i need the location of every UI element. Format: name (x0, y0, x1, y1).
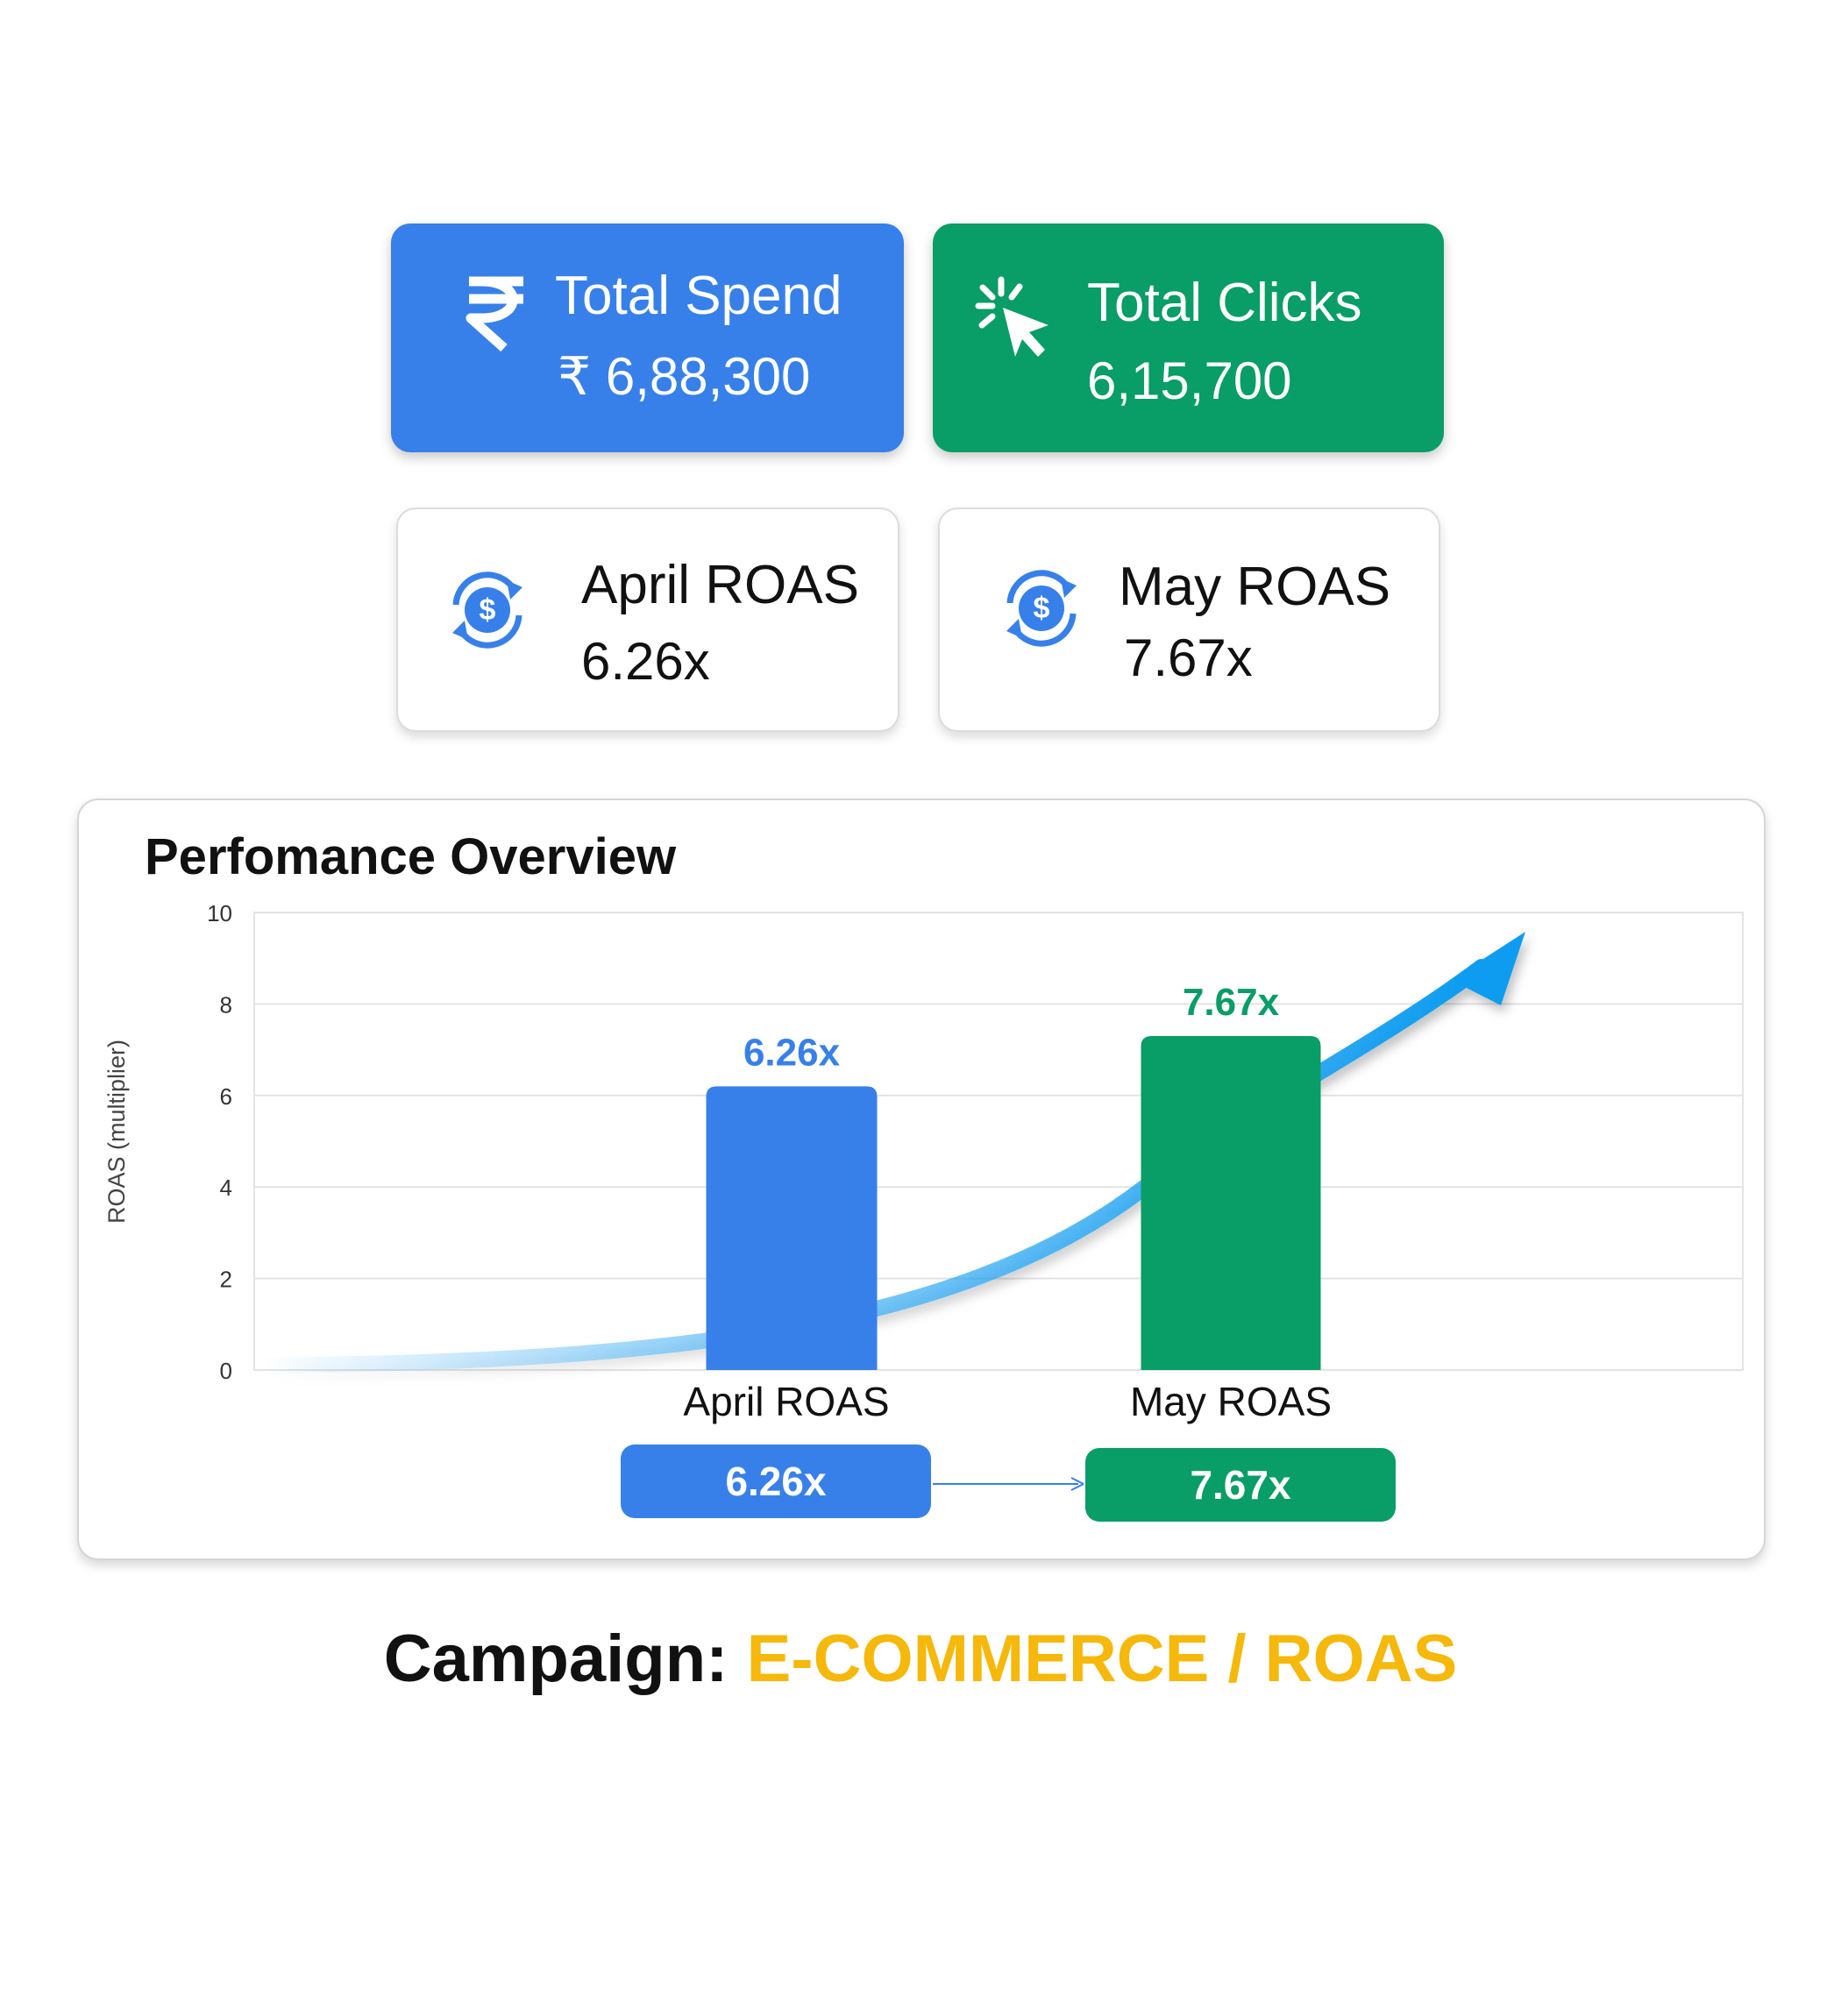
total-spend-card: Total Spend ₹ 6,88,300 (391, 224, 904, 452)
comparison-pills: 6.26x 7.67x (621, 1445, 1396, 1522)
plot-frame (253, 912, 1744, 1371)
bar-april (706, 1086, 878, 1370)
data-labels: 6.26x 7.67x (743, 981, 1280, 1074)
bar-may (1141, 1035, 1321, 1370)
x-label-may: May ROAS (1130, 1379, 1332, 1424)
x-axis-labels: April ROAS May ROAS (683, 1379, 1332, 1424)
svg-text:$: $ (480, 593, 496, 627)
april-roas-card: $ April ROAS 6.26x (396, 508, 899, 732)
total-spend-title: Total Spend (555, 266, 842, 326)
april-roas-value: 6.26x (581, 632, 710, 691)
y-tick-0: 0 (220, 1358, 232, 1384)
comparison-pill-april (621, 1445, 931, 1518)
performance-overview-panel: Perfomance Overview 0 2 4 6 8 10 ROAS (multip… (77, 799, 1766, 1560)
total-clicks-card: Total Clicks 6,15,700 (933, 224, 1444, 452)
total-clicks-title: Total Clicks (1087, 273, 1362, 333)
bar-value-label-april: 6.26x (743, 1031, 841, 1074)
total-clicks-value: 6,15,700 (1087, 351, 1292, 410)
comparison-pill-may (1085, 1448, 1396, 1522)
comparison-pill-value-may: 7.67x (1190, 1462, 1291, 1508)
dollar-cycle-icon: $ (1006, 570, 1077, 647)
bar-value-label-may: 7.67x (1183, 981, 1280, 1024)
trend-arrow-curve (255, 959, 1489, 1374)
dollar-cycle-icon: $ (452, 571, 522, 649)
svg-text:$: $ (1034, 592, 1050, 625)
april-roas-title: April ROAS (581, 555, 859, 615)
bars (706, 1035, 1321, 1370)
y-tick-4: 4 (220, 1175, 232, 1201)
gridlines (253, 912, 1744, 1371)
roas-bar-chart: 0 2 4 6 8 10 ROAS (multiplier) 6.26x 7.67x Apr… (103, 900, 1744, 1522)
may-roas-card: $ May ROAS 7.67x (938, 508, 1440, 732)
rupee-icon (466, 276, 523, 351)
y-tick-10: 10 (207, 900, 232, 926)
trend-arrow (255, 932, 1525, 1374)
cursor-click-icon (975, 276, 1048, 357)
comparison-pill-value-april: 6.26x (725, 1459, 827, 1504)
x-label-april: April ROAS (683, 1379, 889, 1424)
campaign-caption: Campaign: E-COMMERCE / ROAS (0, 1626, 1841, 1693)
y-tick-8: 8 (220, 991, 232, 1018)
y-axis-ticks: 0 2 4 6 8 10 (207, 900, 232, 1384)
chart-title: Perfomance Overview (145, 828, 677, 885)
y-tick-2: 2 (220, 1267, 232, 1293)
may-roas-title: May ROAS (1119, 557, 1391, 617)
may-roas-value: 7.67x (1124, 628, 1253, 687)
campaign-label: Campaign: (383, 1622, 729, 1696)
y-axis-label: ROAS (multiplier) (103, 1040, 130, 1224)
campaign-value: E-COMMERCE / ROAS (746, 1622, 1458, 1696)
trend-arrow-head (1451, 932, 1525, 1005)
comparison-connector-head (1070, 1477, 1084, 1491)
y-tick-6: 6 (220, 1083, 232, 1110)
total-spend-value: ₹ 6,88,300 (558, 347, 811, 406)
